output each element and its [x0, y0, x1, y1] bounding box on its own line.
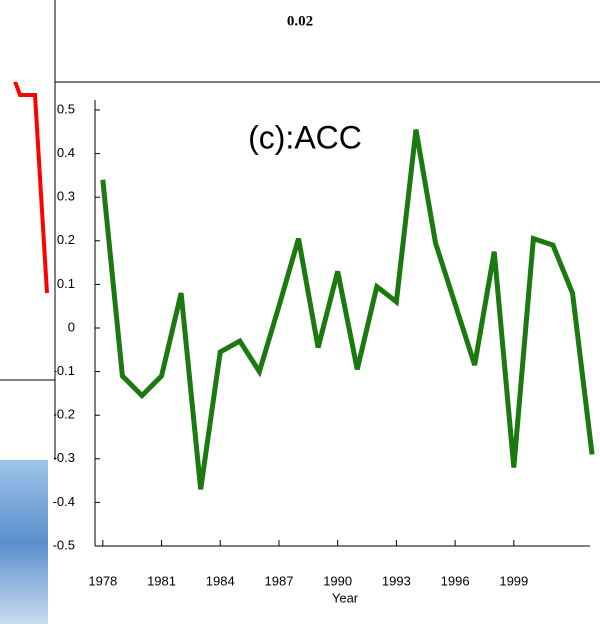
x-tick-label: 1978	[88, 573, 117, 588]
y-tick-label: 0	[68, 319, 75, 334]
plot-area: 0.5 0.4 0.3 0.2 0.1 0 -0.1 -0.2 -0.3 -0.4 -0.5 1978…	[29, 100, 595, 605]
y-tick-label: -0.2	[53, 407, 75, 422]
header-value: 0.02	[287, 13, 313, 29]
y-tick-label: -0.5	[53, 537, 75, 552]
x-tick-label: 1993	[382, 573, 411, 588]
data-line	[100, 129, 595, 490]
y-tick-label: -0.4	[53, 494, 75, 509]
x-tick-label: 1999	[499, 573, 528, 588]
top-window	[0, 0, 600, 82]
y-tick-label: 0.4	[57, 145, 75, 160]
x-tick-label: 1996	[441, 573, 470, 588]
y-tick-label: 0.1	[57, 276, 75, 291]
chart-title: (c):ACC	[248, 119, 362, 155]
x-tick-label: 1987	[265, 573, 294, 588]
y-tick-label: -0.3	[53, 450, 75, 465]
x-axis-label: Year	[332, 590, 359, 605]
background-image	[0, 460, 48, 624]
x-tick-label: 1984	[206, 573, 235, 588]
y-tick-label: 0.2	[57, 232, 75, 247]
y-tick-label: -0.1	[53, 363, 75, 378]
y-tick-label: 0.5	[57, 101, 75, 116]
x-tick-label: 1990	[323, 573, 352, 588]
left-window-lower	[0, 381, 54, 460]
y-tick-label: 0.3	[57, 189, 75, 204]
x-tick-label: 1981	[147, 573, 176, 588]
